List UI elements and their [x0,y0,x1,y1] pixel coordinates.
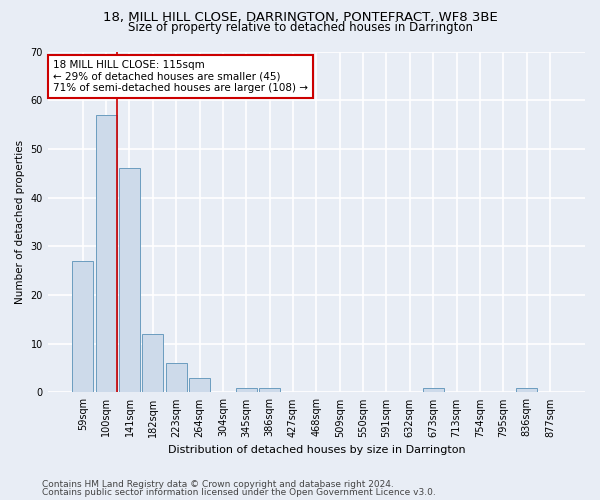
Bar [423,388,444,392]
Y-axis label: Number of detached properties: Number of detached properties [15,140,25,304]
X-axis label: Distribution of detached houses by size in Darrington: Distribution of detached houses by size … [167,445,465,455]
Bar [189,378,210,392]
Bar [259,388,280,392]
Text: 18 MILL HILL CLOSE: 115sqm
← 29% of detached houses are smaller (45)
71% of semi: 18 MILL HILL CLOSE: 115sqm ← 29% of deta… [53,60,308,93]
Bar [142,334,163,392]
Bar [166,363,187,392]
Bar [516,388,537,392]
Text: Size of property relative to detached houses in Darrington: Size of property relative to detached ho… [128,22,473,35]
Text: 18, MILL HILL CLOSE, DARRINGTON, PONTEFRACT, WF8 3BE: 18, MILL HILL CLOSE, DARRINGTON, PONTEFR… [103,11,497,24]
Text: Contains HM Land Registry data © Crown copyright and database right 2024.: Contains HM Land Registry data © Crown c… [42,480,394,489]
Text: Contains public sector information licensed under the Open Government Licence v3: Contains public sector information licen… [42,488,436,497]
Bar [72,261,93,392]
Bar [119,168,140,392]
Bar [95,115,116,392]
Bar [236,388,257,392]
